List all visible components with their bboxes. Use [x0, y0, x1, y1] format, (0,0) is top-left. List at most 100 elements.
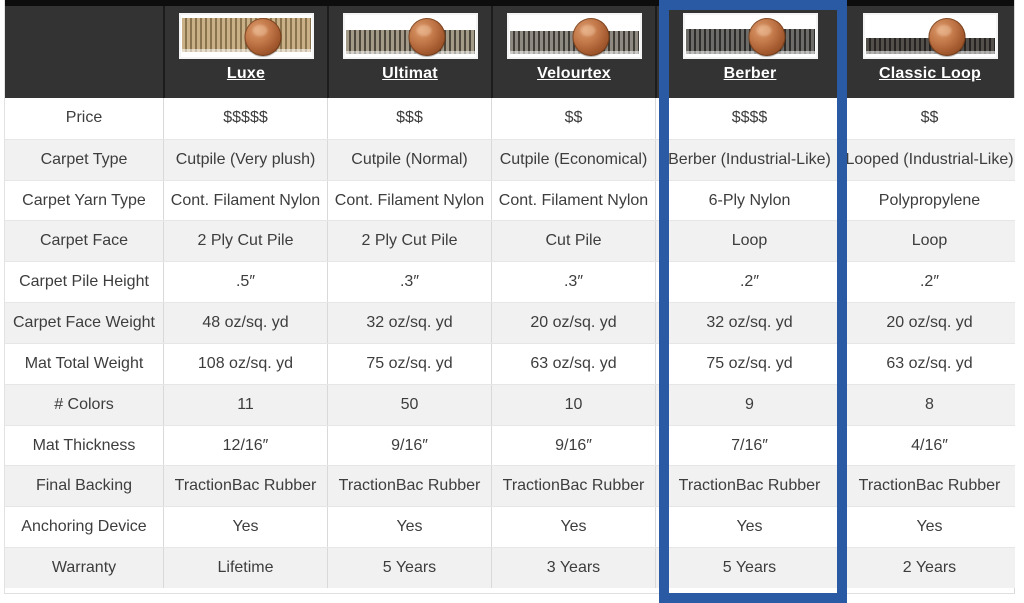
row-label: Carpet Type — [40, 150, 128, 168]
carpet-swatch-image — [862, 13, 998, 59]
spec-value-cell: 4/16″ — [843, 425, 1015, 466]
spec-value-cell: Polypropylene — [843, 180, 1015, 221]
spec-value-cell: .3″ — [327, 262, 491, 303]
product-header-cell: Classic Loop — [843, 6, 1015, 98]
spec-value-cell: Cutpile (Normal) — [327, 139, 491, 180]
row-label: Carpet Pile Height — [19, 273, 149, 291]
spec-value-cell: TractionBac Rubber — [163, 466, 327, 507]
penny-scale-reference-icon — [244, 17, 282, 56]
spec-value-cell: 2 Ply Cut Pile — [327, 221, 491, 262]
spec-value-cell: 32 oz/sq. yd — [655, 303, 843, 343]
spec-value-cell: Cutpile (Economical) — [491, 139, 655, 180]
product-header-cell: Velourtex — [491, 6, 655, 98]
spec-value-cell: $$ — [491, 98, 655, 139]
table-row: Price $$$$$ $$$ $$ $$$$ $$ — [5, 98, 1015, 139]
product-header-cell: Berber — [655, 6, 843, 98]
table-row: Warranty Lifetime 5 Years 3 Years 5 Years 2 … — [5, 547, 1015, 588]
product-name-link[interactable]: Luxe — [226, 65, 266, 82]
spec-value-cell: Yes — [843, 507, 1015, 548]
row-label: Carpet Face Weight — [13, 314, 155, 332]
table-row: Carpet Face 2 Ply Cut Pile 2 Ply Cut Pile… — [5, 220, 1015, 262]
spec-value-cell: 75 oz/sq. yd — [327, 343, 491, 384]
spec-value-cell: $$ — [843, 98, 1015, 139]
table-row: Final Backing TractionBac Rubber Traction… — [5, 465, 1015, 507]
row-label: Price — [65, 109, 103, 127]
table-row: Anchoring Device Yes Yes Yes Yes Yes — [5, 506, 1015, 548]
row-label: Mat Thickness — [32, 436, 136, 454]
table-row: Carpet Yarn Type Cont. Filament Nylon Con… — [5, 179, 1015, 221]
spec-value-cell: Looped (Industrial-Like) — [843, 139, 1015, 180]
header-corner-cell — [5, 6, 163, 98]
spec-value-cell: $$$$ — [655, 98, 843, 139]
product-name-link[interactable]: Ultimat — [382, 65, 438, 82]
spec-value-cell: .3″ — [491, 262, 655, 303]
spec-value-cell: .2″ — [843, 262, 1015, 303]
penny-scale-reference-icon — [572, 17, 610, 56]
carpet-swatch-image — [178, 13, 314, 59]
table-row: Carpet Pile Height .5″ .3″ .3″ .2″ .2″ — [5, 261, 1015, 303]
spec-value-cell: 2 Years — [843, 548, 1015, 588]
table-header-row: Luxe Ultimat Velourtex Berber Classic Lo… — [5, 0, 1014, 98]
spec-value-cell: 6-Ply Nylon — [655, 180, 843, 221]
spec-value-cell: Yes — [655, 507, 843, 548]
product-name-link[interactable]: Classic Loop — [879, 65, 981, 82]
spec-value-cell: .2″ — [655, 262, 843, 303]
row-label: # Colors — [54, 395, 114, 413]
spec-value-cell: Cont. Filament Nylon — [163, 180, 327, 221]
penny-scale-reference-icon — [408, 17, 446, 56]
spec-value-cell: 9/16″ — [491, 425, 655, 466]
carpet-swatch-image — [342, 13, 478, 59]
row-label: Final Backing — [35, 477, 133, 495]
spec-value-cell: TractionBac Rubber — [843, 466, 1015, 507]
spec-value-cell: Cont. Filament Nylon — [491, 180, 655, 221]
spec-value-cell: 63 oz/sq. yd — [491, 343, 655, 384]
product-header-cell: Luxe — [163, 6, 327, 98]
spec-value-cell: TractionBac Rubber — [491, 466, 655, 507]
table-row: Mat Thickness 12/16″ 9/16″ 9/16″ 7/16″ 4/16″ — [5, 424, 1015, 466]
spec-value-cell: 8 — [843, 384, 1015, 425]
spec-value-cell: Yes — [327, 507, 491, 548]
product-name-link[interactable]: Berber — [723, 65, 777, 82]
row-label: Anchoring Device — [21, 518, 147, 536]
spec-value-cell: Cutpile (Very plush) — [163, 139, 327, 180]
spec-value-cell: 11 — [163, 384, 327, 425]
spec-value-cell: 75 oz/sq. yd — [655, 343, 843, 384]
spec-value-cell: 50 — [327, 384, 491, 425]
spec-value-cell: 7/16″ — [655, 425, 843, 466]
spec-value-cell: Lifetime — [163, 548, 327, 588]
row-label: Mat Total Weight — [24, 354, 144, 372]
spec-value-cell: Cont. Filament Nylon — [327, 180, 491, 221]
table-row: Carpet Type Cutpile (Very plush) Cutpile … — [5, 138, 1015, 180]
spec-value-cell: 2 Ply Cut Pile — [163, 221, 327, 262]
table-row: Mat Total Weight 108 oz/sq. yd 75 oz/sq. … — [5, 342, 1015, 384]
spec-value-cell: 12/16″ — [163, 425, 327, 466]
product-comparison-table: Luxe Ultimat Velourtex Berber Classic Lo… — [4, 0, 1015, 594]
spec-value-cell: Yes — [163, 507, 327, 548]
spec-value-cell: 32 oz/sq. yd — [327, 303, 491, 343]
table-body: Price $$$$$ $$$ $$ $$$$ $$ Carpet Type Cutpi… — [5, 98, 1015, 588]
product-name-link[interactable]: Velourtex — [537, 65, 611, 82]
row-label: Carpet Yarn Type — [22, 191, 146, 209]
table-row: # Colors 11 50 10 9 8 — [5, 383, 1015, 425]
spec-value-cell: Yes — [491, 507, 655, 548]
spec-value-cell: 5 Years — [327, 548, 491, 588]
spec-value-cell: 5 Years — [655, 548, 843, 588]
spec-value-cell: Loop — [843, 221, 1015, 262]
table-row: Carpet Face Weight 48 oz/sq. yd 32 oz/sq.… — [5, 302, 1015, 343]
carpet-swatch-image — [506, 13, 642, 59]
spec-value-cell: $$$ — [327, 98, 491, 139]
spec-value-cell: 9/16″ — [327, 425, 491, 466]
row-label: Carpet Face — [39, 232, 129, 250]
penny-scale-reference-icon — [928, 17, 966, 56]
spec-value-cell: Cut Pile — [491, 221, 655, 262]
spec-value-cell: Berber (Industrial-Like) — [655, 139, 843, 180]
spec-value-cell: 3 Years — [491, 548, 655, 588]
spec-value-cell: .5″ — [163, 262, 327, 303]
spec-value-cell: 20 oz/sq. yd — [491, 303, 655, 343]
spec-value-cell: 9 — [655, 384, 843, 425]
spec-value-cell: 20 oz/sq. yd — [843, 303, 1015, 343]
carpet-swatch-image — [682, 13, 818, 59]
spec-value-cell: $$$$$ — [163, 98, 327, 139]
spec-value-cell: TractionBac Rubber — [327, 466, 491, 507]
